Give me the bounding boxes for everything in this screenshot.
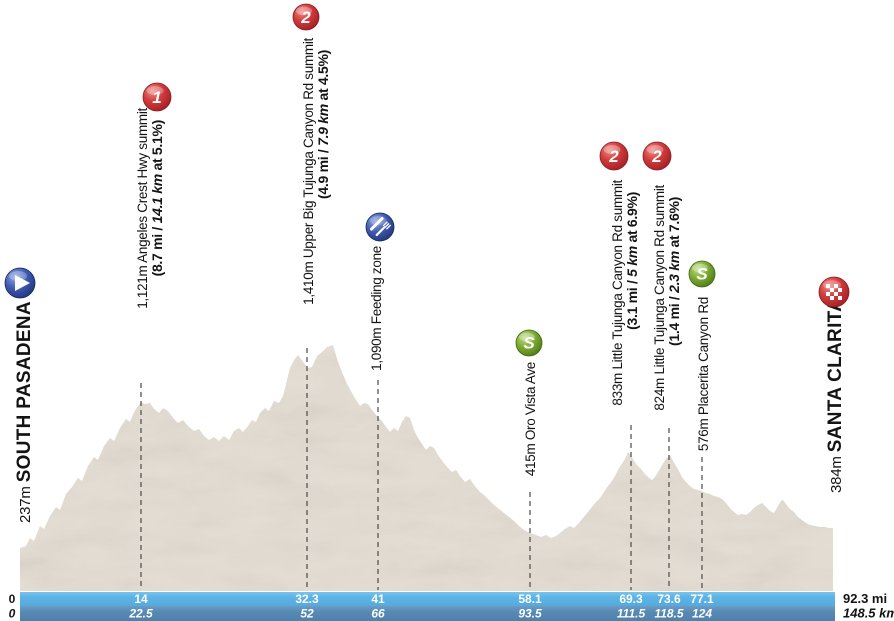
feeding-zone-icon	[365, 212, 395, 242]
distance-axis: 0 0 14 22.5 32.3 52 41 66 58.1 93.5 69.3…	[9, 591, 894, 621]
sprint-badge: S	[515, 329, 543, 357]
svg-text:1: 1	[152, 88, 161, 107]
km-bar	[20, 606, 835, 621]
axis-tick-km: 22.5	[128, 607, 153, 621]
axis-tick-km: 66	[371, 607, 385, 621]
axis-tick-mi: 58.1	[518, 592, 542, 606]
start-icon	[4, 267, 36, 299]
finish-icon	[818, 276, 850, 308]
label-oro-vista: 415m Oro Vista Ave	[523, 362, 538, 476]
axis-tick-mi: 69.3	[619, 592, 643, 606]
climb-cat2-badge: 2	[292, 3, 320, 31]
label-start-city: 237m SOUTH PASADENA	[14, 301, 35, 523]
label-placerita: 576m Placerita Canyon Rd	[696, 297, 711, 451]
finish-city-text: 384m SANTA CLARITA	[825, 298, 846, 493]
label-name: 1,090m Feeding zone	[369, 246, 384, 371]
axis-total-mi: 92.3 mi	[843, 591, 887, 606]
axis-tick-mi: 73.6	[657, 592, 681, 606]
axis-total-km: 148.5 km	[843, 606, 894, 621]
axis-tick-mi: 77.1	[690, 592, 714, 606]
label-name: 824m Little Tujunga Canyon Rd summit	[652, 184, 667, 410]
sprint-badge: S	[688, 260, 716, 288]
marker-labels: 1,121m Angeles Crest Hwy summit (8.7 mi …	[14, 37, 846, 523]
label-feeding-zone: 1,090m Feeding zone	[369, 246, 384, 371]
label-upper-big-tujunga: 1,410m Upper Big Tujunga Canyon Rd summi…	[301, 37, 331, 304]
svg-text:2: 2	[300, 8, 311, 27]
dashed-guides	[140, 348, 703, 590]
axis-zero-mi: 0	[9, 592, 16, 606]
svg-text:2: 2	[608, 147, 619, 166]
label-name: 415m Oro Vista Ave	[523, 362, 538, 476]
svg-text:2: 2	[651, 147, 662, 166]
label-stats: (4.9 mi / 7.9 km at 4.5%)	[315, 50, 331, 199]
elevation-profile-area	[20, 345, 833, 591]
axis-tick-km: 118.5	[654, 607, 683, 621]
axis-tick-km: 111.5	[617, 607, 646, 621]
axis-tick-mi: 41	[371, 592, 385, 606]
axis-tick-km: 52	[300, 607, 314, 621]
label-finish-city: 384m SANTA CLARITA	[825, 298, 846, 493]
label-little-tujunga-1: 833m Little Tujunga Canyon Rd summit (3.…	[610, 179, 640, 405]
label-stats: (1.4 mi / 2.3 km at 7.6%)	[666, 197, 682, 346]
label-angeles-crest: 1,121m Angeles Crest Hwy summit (8.7 mi …	[135, 107, 165, 308]
label-stats: (8.7 mi / 14.1 km at 5.1%)	[149, 120, 165, 276]
axis-tick-km: 93.5	[518, 607, 542, 621]
label-name: 1,410m Upper Big Tujunga Canyon Rd summi…	[301, 37, 316, 304]
axis-tick-mi: 32.3	[295, 592, 319, 606]
marker-badges: 1 2 S 2	[4, 3, 850, 357]
label-name: 833m Little Tujunga Canyon Rd summit	[610, 179, 625, 405]
climb-cat2-badge: 2	[642, 141, 672, 171]
climb-cat2-badge: 2	[599, 141, 629, 171]
miles-bar	[20, 592, 835, 606]
axis-tick-mi: 14	[134, 592, 148, 606]
label-little-tujunga-2: 824m Little Tujunga Canyon Rd summit (1.…	[652, 184, 682, 410]
svg-text:S: S	[523, 334, 535, 353]
axis-tick-km: 124	[692, 607, 712, 621]
axis-zero-km: 0	[9, 607, 16, 621]
start-city-text: 237m SOUTH PASADENA	[14, 301, 35, 523]
climb-cat1-badge: 1	[142, 82, 172, 112]
label-stats: (3.1 mi / 5 km at 6.9%)	[624, 192, 640, 330]
label-name: 576m Placerita Canyon Rd	[696, 297, 711, 451]
svg-text:S: S	[696, 265, 708, 284]
terrain-texture	[20, 345, 833, 591]
label-name: 1,121m Angeles Crest Hwy summit	[135, 107, 150, 308]
